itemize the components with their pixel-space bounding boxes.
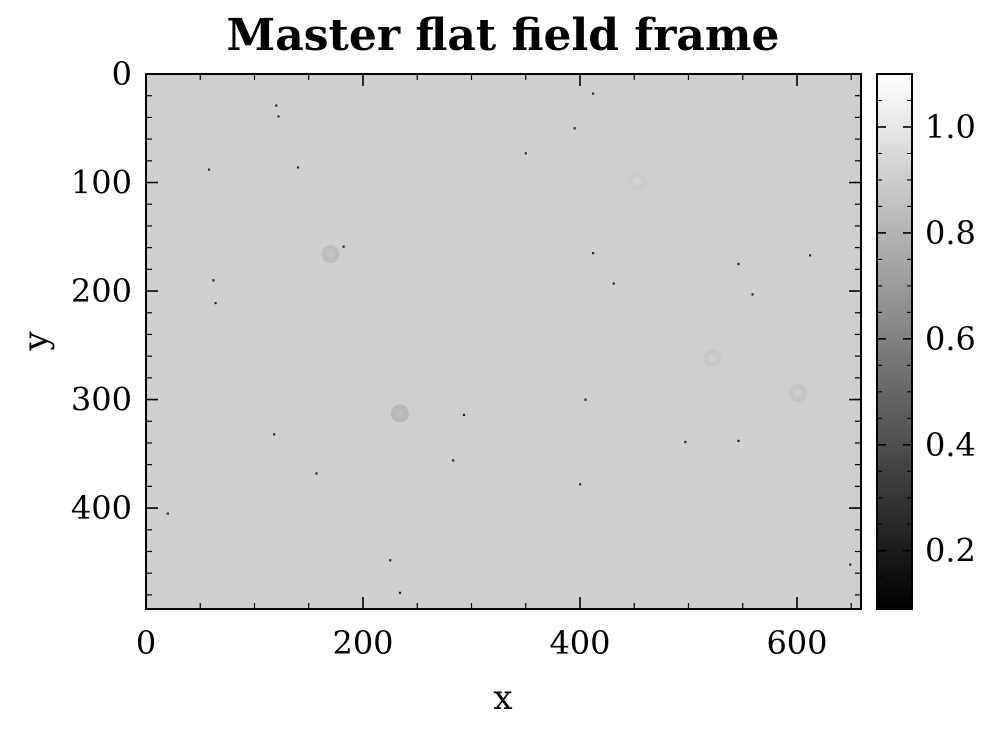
dead-pixel — [524, 152, 527, 155]
dust-donut-center — [395, 409, 404, 418]
dead-pixel — [315, 472, 318, 475]
x-tick-label: 400 — [549, 624, 610, 662]
dead-pixel — [592, 252, 595, 255]
colorbar-ticks: 0.2 0.4 0.6 0.8 1.0 — [877, 99, 976, 605]
colorbar: 0.2 0.4 0.6 0.8 1.0 — [876, 73, 976, 610]
dead-pixel — [275, 104, 278, 107]
colorbar-tick-label: 0.8 — [925, 214, 976, 252]
dead-pixel — [849, 563, 852, 566]
dead-pixel — [578, 483, 582, 486]
colorbar-frame — [876, 73, 913, 610]
flat-field-image — [146, 74, 861, 609]
image-defects — [166, 92, 852, 594]
dead-pixel — [462, 413, 466, 416]
y-tick-label: 0 — [112, 55, 132, 93]
dust-donut-center — [633, 177, 642, 186]
colorbar-gradient — [877, 74, 912, 609]
dead-pixel — [277, 115, 280, 118]
dead-pixel — [296, 166, 300, 169]
x-tick-label: 200 — [332, 624, 393, 662]
dust-donut-center — [326, 250, 335, 259]
dead-pixel — [612, 282, 615, 285]
x-axis-ticks: 0 200 400 600 — [136, 74, 852, 662]
dead-pixel — [214, 301, 217, 305]
plot-frame — [145, 73, 862, 610]
y-tick-label: 100 — [71, 164, 132, 202]
colorbar-tick-label: 0.2 — [925, 532, 976, 570]
dead-pixel — [684, 440, 687, 444]
colorbar-tick-label: 0.4 — [925, 426, 976, 464]
dead-pixel — [273, 433, 276, 436]
dead-pixel — [342, 245, 345, 248]
dust-donut-center — [794, 389, 803, 398]
x-tick-label: 0 — [136, 624, 156, 662]
colorbar-tick-label: 0.6 — [925, 320, 976, 358]
dead-pixel — [389, 559, 392, 562]
dead-pixel — [592, 92, 595, 95]
dust-donut-center — [708, 354, 717, 363]
dead-pixel — [398, 591, 402, 594]
x-tick-label: 600 — [766, 624, 827, 662]
dead-pixel — [452, 459, 455, 462]
dead-pixel — [207, 168, 211, 171]
y-tick-label: 200 — [71, 272, 132, 310]
dead-pixel — [737, 262, 740, 266]
colorbar-tick-label: 1.0 — [925, 108, 976, 146]
y-tick-label: 400 — [71, 489, 132, 527]
plot-area: 0 200 400 600 0 100 200 300 400 — [71, 55, 862, 662]
dead-pixel — [809, 254, 812, 257]
dead-pixel — [212, 279, 215, 282]
dead-pixel — [584, 398, 587, 401]
y-axis-label: y — [16, 331, 56, 352]
dead-pixel — [751, 293, 754, 296]
y-tick-label: 300 — [71, 381, 132, 419]
dead-pixel — [573, 127, 576, 130]
dead-pixel — [166, 512, 169, 515]
y-axis-ticks: 0 100 200 300 400 — [71, 55, 861, 596]
x-axis-label: x — [493, 678, 512, 718]
chart-title: Master flat field frame — [227, 10, 780, 61]
dead-pixel — [737, 439, 740, 442]
